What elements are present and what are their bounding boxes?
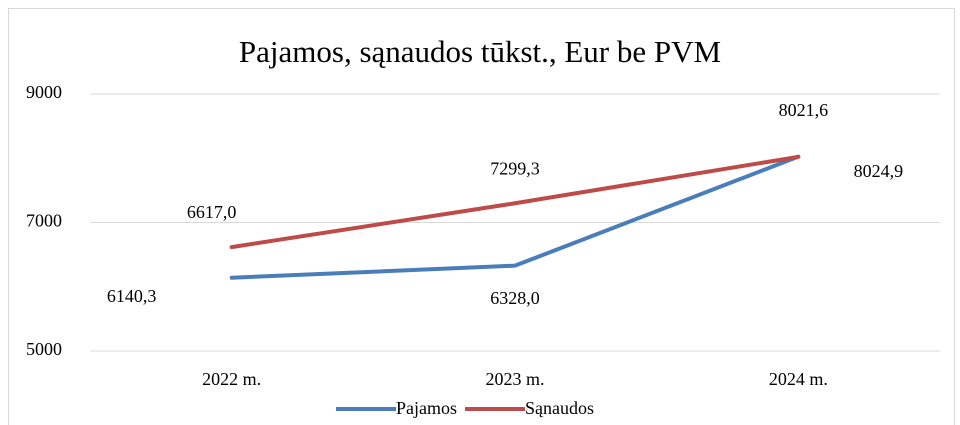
series-line: [229, 154, 801, 280]
x-tick-label: 2023 m.: [485, 369, 544, 389]
y-tick-label: 5000: [26, 339, 62, 359]
data-label: 8021,6: [779, 100, 829, 120]
x-tick-label: 2022 m.: [202, 369, 261, 389]
legend-label: Pajamos: [396, 398, 457, 418]
chart-title: Pajamos, sąnaudos tūkst., Eur be PVM: [239, 34, 721, 69]
y-tick-label: 7000: [26, 211, 62, 231]
x-tick-label: 2024 m.: [769, 369, 828, 389]
data-label: 6328,0: [490, 288, 540, 308]
legend-label: Sąnaudos: [525, 398, 594, 418]
data-label: 6617,0: [187, 202, 237, 222]
y-tick-label: 9000: [26, 82, 62, 102]
data-label: 7299,3: [490, 158, 540, 178]
series-line: [229, 154, 801, 250]
chart-frame: [8, 8, 955, 425]
data-label: 6140,3: [107, 286, 157, 306]
data-label: 8024,9: [854, 161, 904, 181]
